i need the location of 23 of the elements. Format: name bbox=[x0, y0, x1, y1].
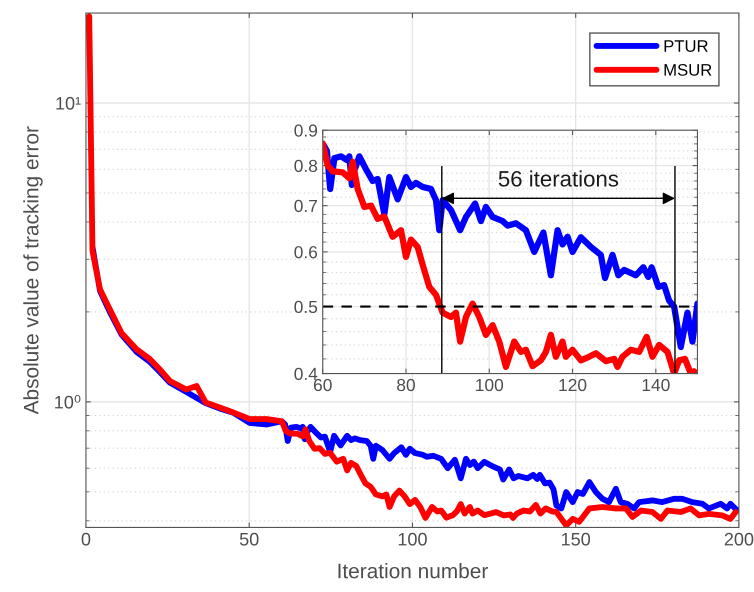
x-tick-label: 100 bbox=[476, 378, 504, 392]
y-tick-label: 0.9 bbox=[294, 124, 318, 137]
x-tick-label: 150 bbox=[562, 532, 590, 546]
y-tick-label: 10¹ bbox=[56, 96, 81, 110]
y-tick-label: 0.4 bbox=[294, 368, 318, 380]
y-tick-label: 0.6 bbox=[294, 246, 318, 258]
y-axis-title: Absolute value of tracking error bbox=[23, 126, 43, 414]
x-tick-label: 120 bbox=[559, 378, 586, 392]
x-tick-label: 140 bbox=[642, 378, 670, 392]
y-tick-label: 0.5 bbox=[294, 300, 318, 314]
y-tick-label: 0.8 bbox=[294, 160, 318, 172]
x-tick-label: 60 bbox=[314, 378, 332, 392]
annotation: 56 iterations bbox=[498, 170, 618, 187]
x-axis-title: Iteration number bbox=[338, 563, 488, 578]
x-tick-label: 100 bbox=[398, 532, 427, 546]
legend-label: PTUR bbox=[664, 40, 708, 52]
legend-label: MSUR bbox=[664, 64, 712, 76]
y-tick-label: 0.7 bbox=[294, 200, 317, 212]
x-tick-label: 80 bbox=[397, 378, 415, 392]
y-tick-label: 10⁰ bbox=[55, 395, 80, 409]
x-tick-label: 50 bbox=[240, 532, 259, 546]
x-tick-label: 200 bbox=[724, 532, 754, 546]
x-tick-label: 0 bbox=[82, 532, 90, 546]
